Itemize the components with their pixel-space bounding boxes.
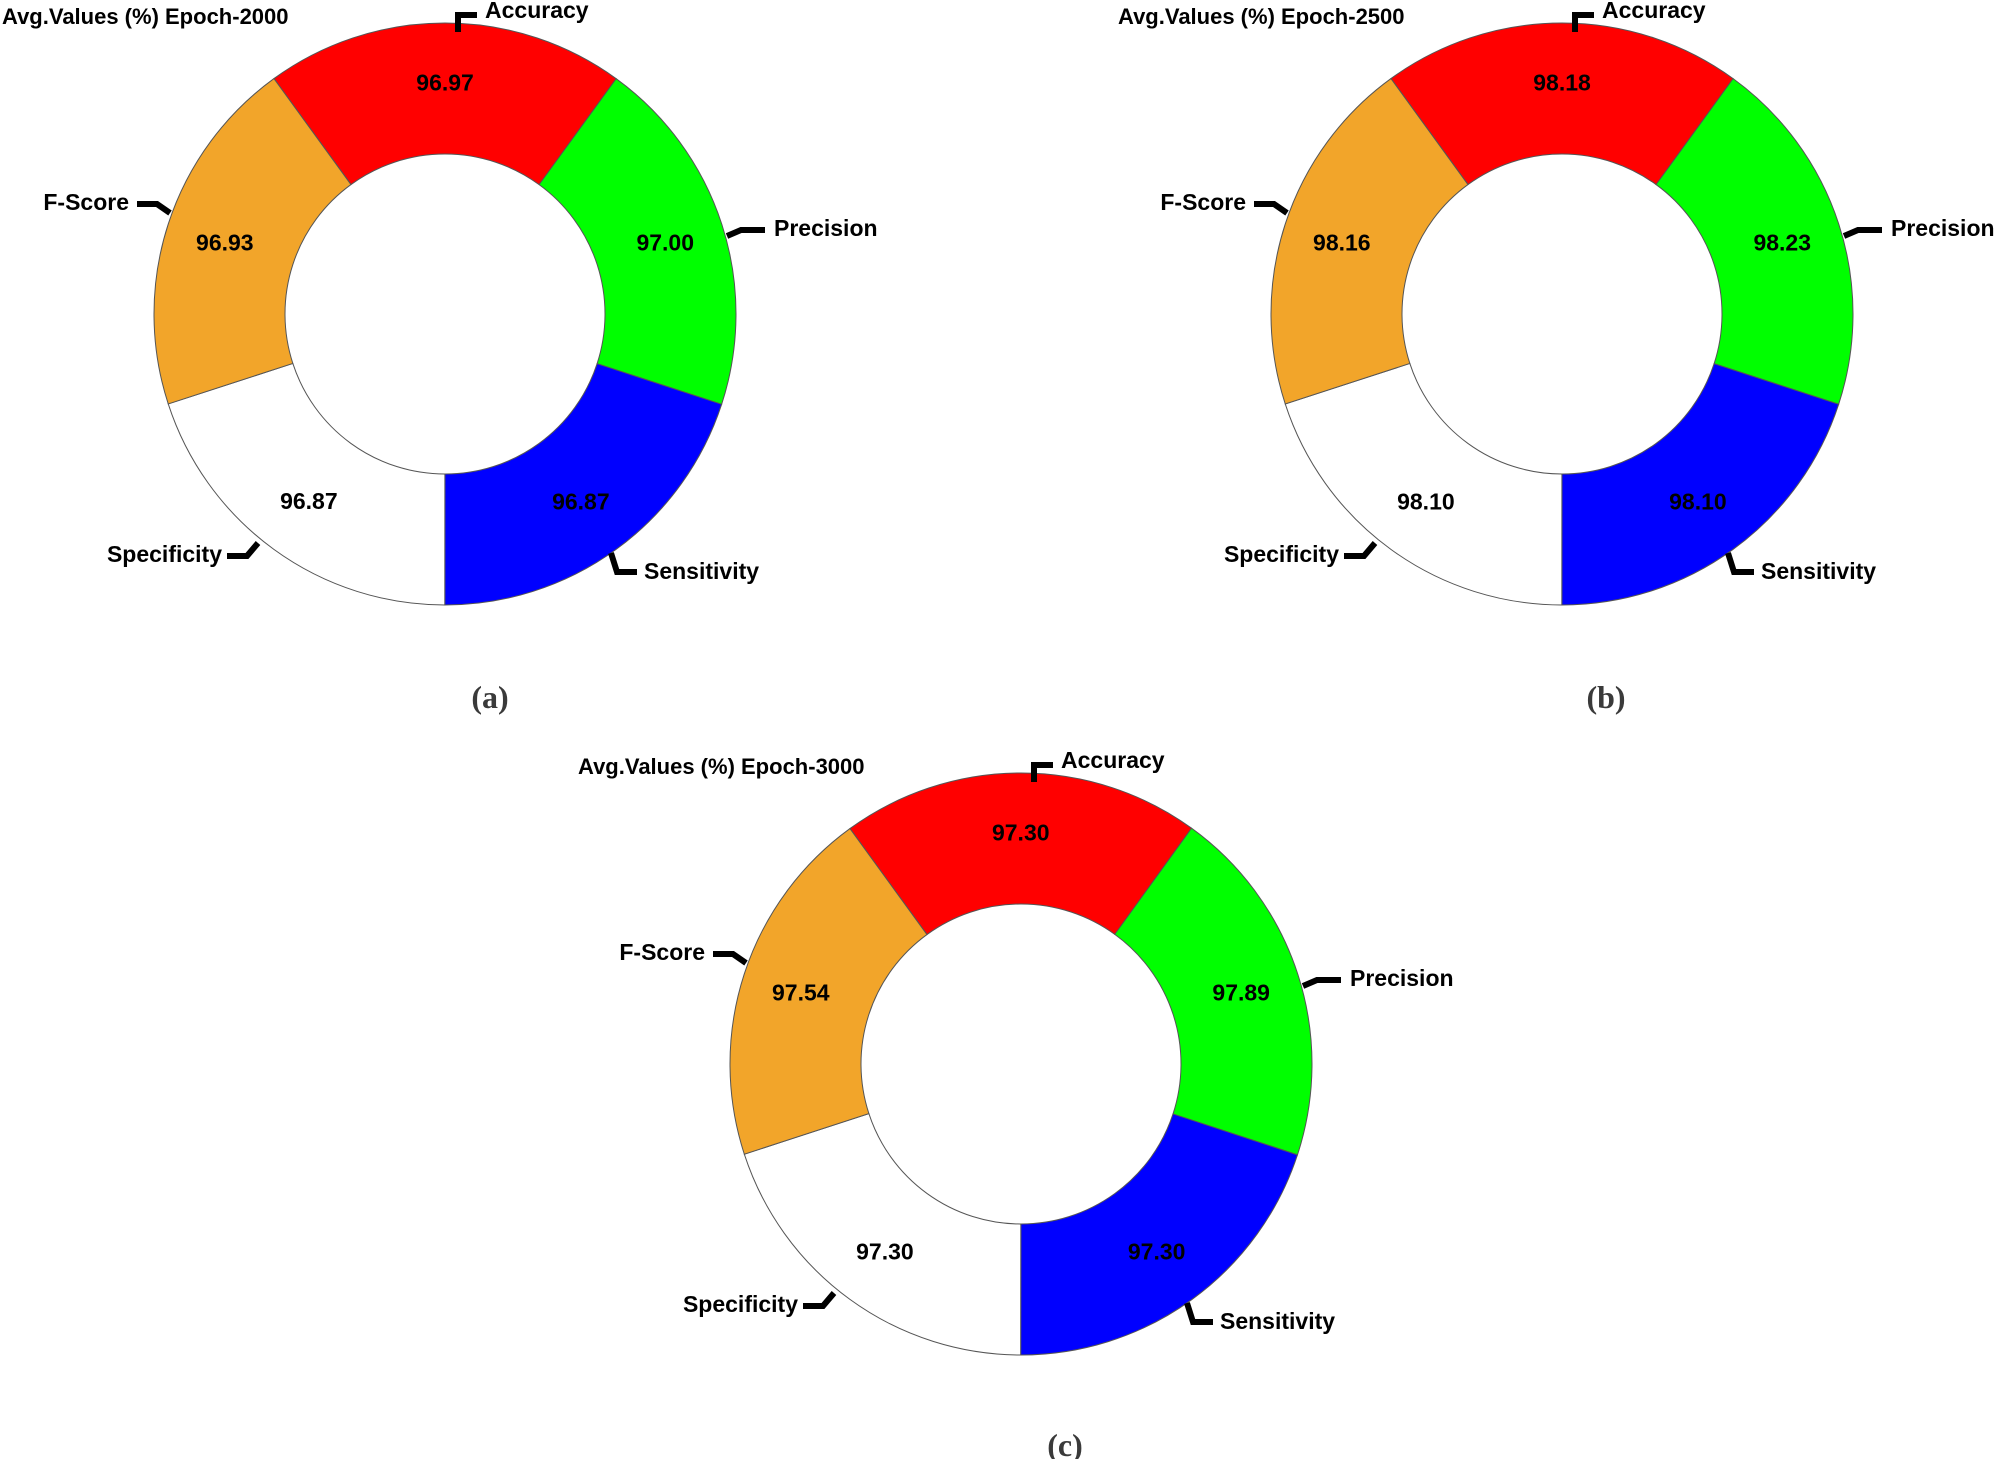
data-label: 97.30 xyxy=(1128,1239,1186,1265)
slice-precision xyxy=(538,77,737,405)
donut-chart-1: Avg.Values (%) Epoch-2000 96.97 Accuracy 97… xyxy=(2,0,878,715)
category-label: Accuracy xyxy=(485,0,589,23)
slice-f-score xyxy=(729,827,928,1155)
data-label: 97.54 xyxy=(772,980,830,1006)
chart-title: Avg.Values (%) Epoch-2000 xyxy=(2,4,289,29)
leader-line xyxy=(803,1291,837,1309)
panel-caption: (c) xyxy=(1047,1427,1083,1459)
category-label: Accuracy xyxy=(1602,0,1706,23)
data-label: 98.10 xyxy=(1669,488,1727,514)
slice-accuracy xyxy=(273,22,617,186)
leader-line xyxy=(1842,227,1882,239)
data-label: 97.00 xyxy=(636,230,694,256)
category-label: F-Score xyxy=(43,189,129,215)
category-label: F-Score xyxy=(1160,189,1246,215)
chart-title: Avg.Values (%) Epoch-3000 xyxy=(578,754,865,779)
category-label: Sensitivity xyxy=(1220,1308,1335,1334)
leader-line xyxy=(1301,977,1341,989)
chart-title: Avg.Values (%) Epoch-2500 xyxy=(1118,4,1405,29)
leader-line xyxy=(1031,762,1053,782)
slice-specificity xyxy=(743,1112,1022,1356)
category-label: F-Score xyxy=(619,939,705,965)
data-label: 97.30 xyxy=(992,820,1050,846)
leader-line xyxy=(713,951,748,966)
category-label: Precision xyxy=(1350,965,1454,991)
data-label: 98.10 xyxy=(1397,488,1455,514)
leader-line xyxy=(1344,541,1378,559)
slice-precision xyxy=(1114,827,1313,1156)
slice-sensitivity xyxy=(1561,363,1840,606)
donut-chart-2: Avg.Values (%) Epoch-2500 98.18 Accuracy 98… xyxy=(1118,0,1995,715)
leader-line xyxy=(1254,201,1289,216)
donut-chart-3: Avg.Values (%) Epoch-3000 97.30 Accuracy 97… xyxy=(578,747,1454,1459)
category-label: Precision xyxy=(1891,215,1995,241)
data-label: 98.23 xyxy=(1753,230,1811,256)
slice-f-score xyxy=(1270,77,1469,405)
leader-line xyxy=(227,541,261,559)
leader-line xyxy=(137,201,172,216)
category-label: Accuracy xyxy=(1061,747,1165,773)
data-label: 97.89 xyxy=(1212,980,1270,1006)
leader-line xyxy=(1184,1302,1213,1325)
data-label: 97.30 xyxy=(856,1238,914,1264)
slice-specificity xyxy=(1284,362,1563,606)
leader-line xyxy=(455,12,477,32)
data-label: 96.87 xyxy=(280,488,338,514)
slice-f-score xyxy=(153,77,352,405)
category-label: Sensitivity xyxy=(644,558,759,584)
slice-specificity xyxy=(167,362,446,606)
category-label: Specificity xyxy=(683,1291,798,1317)
slice-accuracy xyxy=(849,772,1193,936)
category-label: Precision xyxy=(774,215,878,241)
leader-line xyxy=(608,552,637,575)
category-label: Specificity xyxy=(1224,541,1339,567)
data-label: 98.16 xyxy=(1313,229,1371,255)
slice-sensitivity xyxy=(444,363,723,606)
slice-accuracy xyxy=(1390,22,1734,186)
category-label: Sensitivity xyxy=(1761,558,1876,584)
data-label: 96.87 xyxy=(552,488,610,514)
data-label: 96.97 xyxy=(416,70,474,96)
panel-caption: (a) xyxy=(471,679,508,715)
data-label: 98.18 xyxy=(1533,70,1591,96)
category-label: Specificity xyxy=(107,541,222,567)
slice-precision xyxy=(1655,77,1854,405)
leader-line xyxy=(1572,12,1594,32)
data-label: 96.93 xyxy=(196,229,254,255)
slice-sensitivity xyxy=(1020,1113,1299,1356)
leader-line xyxy=(725,227,765,239)
leader-line xyxy=(1725,552,1754,575)
panel-caption: (b) xyxy=(1586,679,1625,715)
